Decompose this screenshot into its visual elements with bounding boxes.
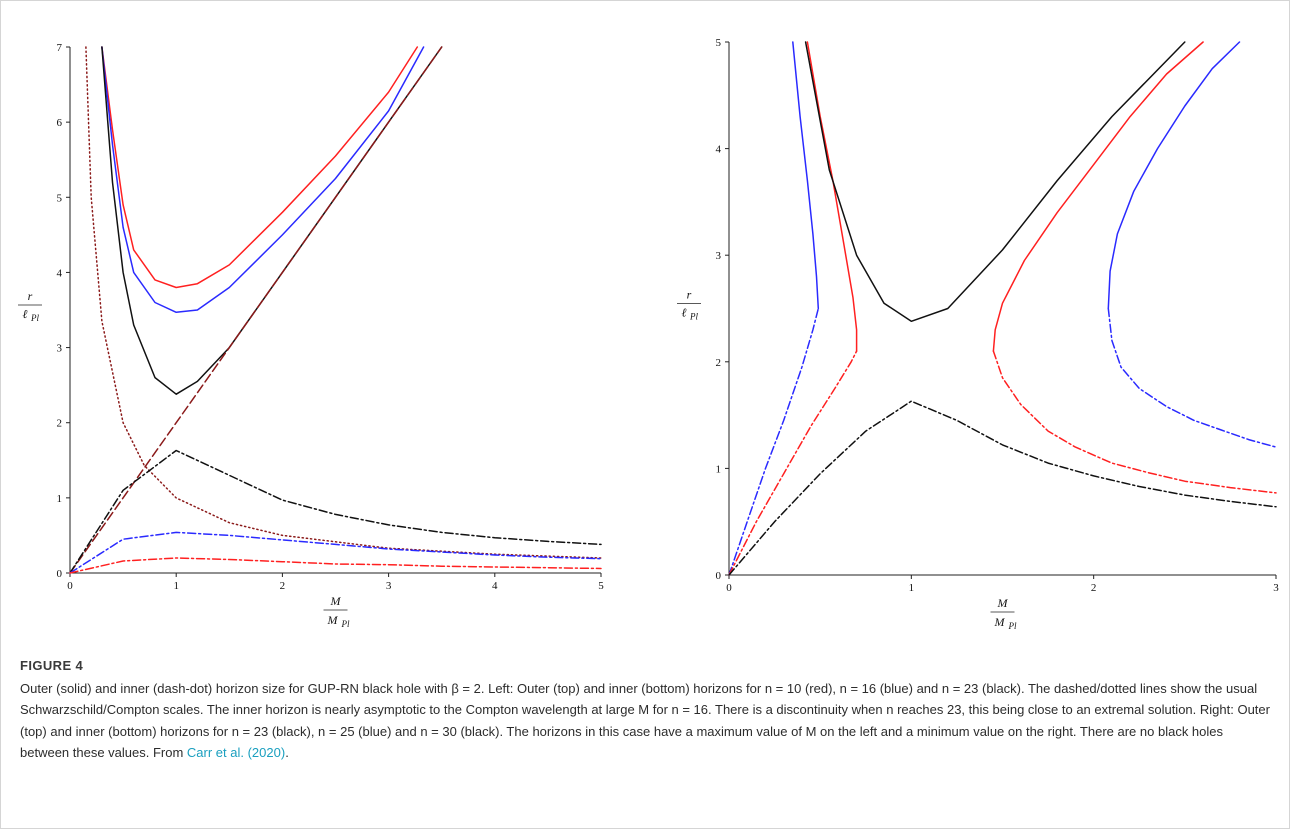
series-red-dashdot-line: [69, 557, 602, 574]
x-tick-label: 4: [492, 580, 498, 592]
caption-end: .: [285, 745, 289, 760]
x-tick-label: 5: [598, 580, 604, 592]
series-blue-solid-line: [101, 46, 425, 314]
y-label-numerator: r: [28, 289, 33, 303]
y-tick-label: 3: [57, 343, 63, 355]
x-label-subscript: Pl: [341, 619, 350, 629]
series-black-solid-line: [101, 46, 443, 395]
series-blue-dashdot-line: [1107, 307, 1277, 448]
x-tick-label: 0: [67, 580, 73, 592]
y-tick-label: 3: [716, 250, 722, 262]
y-tick-label: 1: [57, 493, 63, 505]
series-blue-dashdot-line: [728, 307, 820, 576]
series-red-solid-line: [101, 46, 419, 289]
y-tick-label: 5: [716, 37, 722, 49]
series-black-dashdot-line: [69, 449, 602, 574]
x-tick-label: 3: [1273, 582, 1279, 594]
series-red-dashdot-line: [728, 350, 858, 576]
series-darkred-dashed-line: [69, 46, 443, 574]
x-label-numerator: M: [997, 596, 1009, 610]
y-label-subscript: Pl: [30, 313, 39, 323]
series-black-solid-line: [804, 41, 1186, 323]
x-tick-label: 2: [280, 580, 286, 592]
y-label-subscript: Pl: [689, 312, 698, 322]
x-tick-label: 0: [726, 582, 732, 594]
citation-link[interactable]: Carr et al. (2020): [186, 745, 286, 760]
series-red-dashdot-line: [992, 350, 1277, 494]
y-tick-label: 1: [716, 463, 722, 475]
y-tick-label: 2: [716, 357, 722, 369]
x-tick-label: 1: [909, 582, 915, 594]
figure-caption: FIGURE 4 Outer (solid) and inner (dash-d…: [20, 655, 1270, 764]
x-tick-label: 3: [386, 580, 392, 592]
series-blue-solid-line: [1107, 41, 1241, 310]
series-red-solid-line: [806, 41, 858, 352]
x-axis-label: MM Pl: [990, 596, 1017, 631]
series-black-dashdot-line: [728, 400, 1277, 576]
y-tick-label: 5: [57, 192, 63, 204]
y-tick-label: 6: [57, 117, 63, 129]
y-tick-label: 0: [716, 570, 722, 582]
y-axis-label: rℓ Pl: [677, 288, 701, 322]
y-tick-label: 0: [57, 568, 63, 580]
y-label-denominator: ℓ: [682, 306, 687, 320]
series-darkred-dotted-line: [85, 46, 602, 559]
x-axis-label: MM Pl: [323, 594, 350, 629]
y-tick-label: 4: [57, 267, 63, 279]
y-axis-label: rℓ Pl: [18, 289, 42, 323]
series-blue-solid-line: [792, 41, 820, 310]
y-label-denominator: ℓ: [23, 307, 28, 321]
y-tick-label: 4: [716, 144, 722, 156]
x-label-denominator: M: [994, 615, 1006, 629]
series-red-solid-line: [992, 41, 1204, 352]
x-label-denominator: M: [327, 613, 339, 627]
y-label-numerator: r: [687, 288, 692, 302]
x-tick-label: 1: [173, 580, 179, 592]
caption-text: Outer (solid) and inner (dash-dot) horiz…: [20, 678, 1270, 764]
caption-body: Outer (solid) and inner (dash-dot) horiz…: [20, 680, 1270, 761]
y-tick-label: 7: [57, 42, 63, 54]
x-label-subscript: Pl: [1008, 621, 1017, 631]
y-tick-label: 2: [57, 418, 63, 430]
series-blue-dashdot-line: [69, 531, 602, 574]
x-tick-label: 2: [1091, 582, 1097, 594]
x-label-numerator: M: [330, 594, 342, 608]
figure-label: FIGURE 4: [20, 658, 84, 673]
